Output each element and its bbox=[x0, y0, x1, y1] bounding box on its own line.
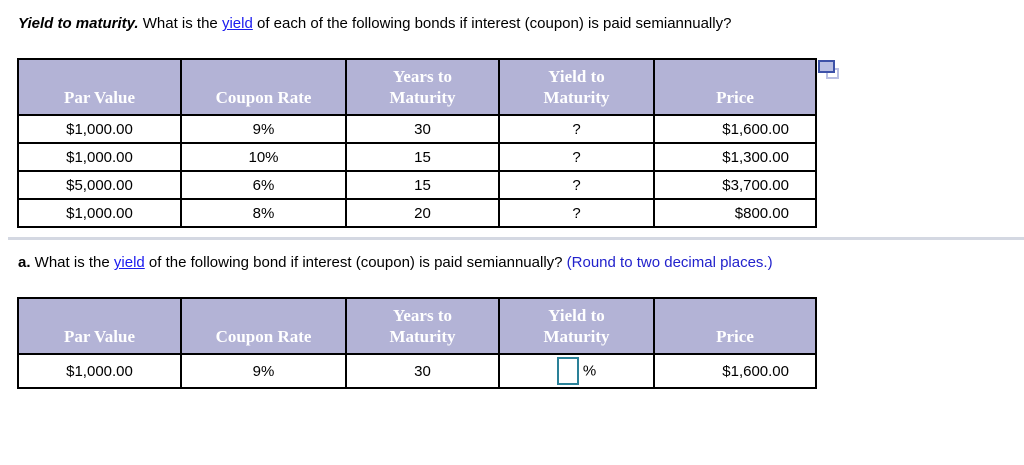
table-row: $5,000.00 6% 15 ? $3,700.00 bbox=[17, 170, 817, 200]
bonds-table-section: Par Value Coupon Rate Years to Maturity … bbox=[17, 58, 857, 228]
question-a-text-1: What is the bbox=[30, 254, 114, 271]
cell-years-to-maturity: 30 bbox=[345, 353, 500, 389]
cell-coupon-rate: 9% bbox=[180, 353, 347, 389]
cell-years-to-maturity: 15 bbox=[345, 142, 500, 172]
header-par-value: Par Value bbox=[17, 297, 182, 355]
header-par-value: Par Value bbox=[17, 58, 182, 116]
cell-yield-to-maturity: ? bbox=[498, 142, 655, 172]
yield-term-link[interactable]: yield bbox=[113, 254, 145, 271]
cell-price: $1,300.00 bbox=[653, 142, 817, 172]
cell-coupon-rate: 9% bbox=[180, 114, 347, 144]
question-a-line: a. What is the yield of the following bo… bbox=[18, 253, 1024, 273]
header-coupon-rate: Coupon Rate bbox=[180, 58, 347, 116]
cell-price: $1,600.00 bbox=[653, 353, 817, 389]
bonds-table-header-row: Par Value Coupon Rate Years to Maturity … bbox=[17, 58, 817, 116]
table-row: $1,000.00 8% 20 ? $800.00 bbox=[17, 198, 817, 228]
cell-yield-to-maturity: ? bbox=[498, 170, 655, 200]
yield-answer-input[interactable] bbox=[556, 357, 579, 385]
header-yield-to-maturity: Yield to Maturity bbox=[498, 297, 655, 355]
cell-par-value: $1,000.00 bbox=[17, 114, 182, 144]
table-row: $1,000.00 9% 30 ? $1,600.00 bbox=[17, 114, 817, 144]
cell-par-value: $1,000.00 bbox=[17, 198, 182, 228]
cell-par-value: $1,000.00 bbox=[17, 353, 182, 389]
header-price: Price bbox=[653, 58, 817, 116]
cell-par-value: $1,000.00 bbox=[17, 142, 182, 172]
percent-unit-label: % bbox=[582, 362, 597, 380]
header-coupon-rate: Coupon Rate bbox=[180, 297, 347, 355]
question-title-text-1: What is the bbox=[138, 15, 222, 32]
cell-yield-answer: % bbox=[498, 353, 655, 389]
section-divider bbox=[8, 237, 1024, 240]
header-years-to-maturity: Years to Maturity bbox=[345, 58, 500, 116]
question-title: Yield to maturity. What is the yield of … bbox=[18, 14, 1024, 34]
header-price: Price bbox=[653, 297, 817, 355]
cell-years-to-maturity: 15 bbox=[345, 170, 500, 200]
rounding-instruction: (Round to two decimal places.) bbox=[566, 254, 773, 271]
answer-table-section: Par Value Coupon Rate Years to Maturity … bbox=[17, 297, 857, 389]
header-years-to-maturity: Years to Maturity bbox=[345, 297, 500, 355]
cell-price: $1,600.00 bbox=[653, 114, 817, 144]
question-title-lead: Yield to maturity. bbox=[18, 15, 139, 32]
yield-term-link[interactable]: yield bbox=[221, 15, 253, 32]
answer-table-header-row: Par Value Coupon Rate Years to Maturity … bbox=[17, 297, 817, 355]
pop-out-table-icon[interactable] bbox=[818, 60, 841, 81]
cell-par-value: $5,000.00 bbox=[17, 170, 182, 200]
cell-yield-to-maturity: ? bbox=[498, 198, 655, 228]
answer-row: $1,000.00 9% 30 % $1,600.00 bbox=[17, 353, 817, 389]
question-a-label: a. bbox=[18, 254, 31, 271]
cell-price: $800.00 bbox=[653, 198, 817, 228]
header-yield-to-maturity: Yield to Maturity bbox=[498, 58, 655, 116]
bonds-table: Par Value Coupon Rate Years to Maturity … bbox=[17, 58, 817, 228]
cell-yield-to-maturity: ? bbox=[498, 114, 655, 144]
pop-out-front-rect bbox=[818, 60, 835, 73]
question-title-text-2: of each of the following bonds if intere… bbox=[252, 15, 732, 32]
table-row: $1,000.00 10% 15 ? $1,300.00 bbox=[17, 142, 817, 172]
cell-coupon-rate: 10% bbox=[180, 142, 347, 172]
cell-price: $3,700.00 bbox=[653, 170, 817, 200]
cell-years-to-maturity: 20 bbox=[345, 198, 500, 228]
cell-years-to-maturity: 30 bbox=[345, 114, 500, 144]
question-a-text-2: of the following bond if interest (coupo… bbox=[144, 254, 567, 271]
cell-coupon-rate: 8% bbox=[180, 198, 347, 228]
answer-table: Par Value Coupon Rate Years to Maturity … bbox=[17, 297, 817, 389]
cell-coupon-rate: 6% bbox=[180, 170, 347, 200]
question-page: Yield to maturity. What is the yield of … bbox=[0, 14, 1024, 465]
